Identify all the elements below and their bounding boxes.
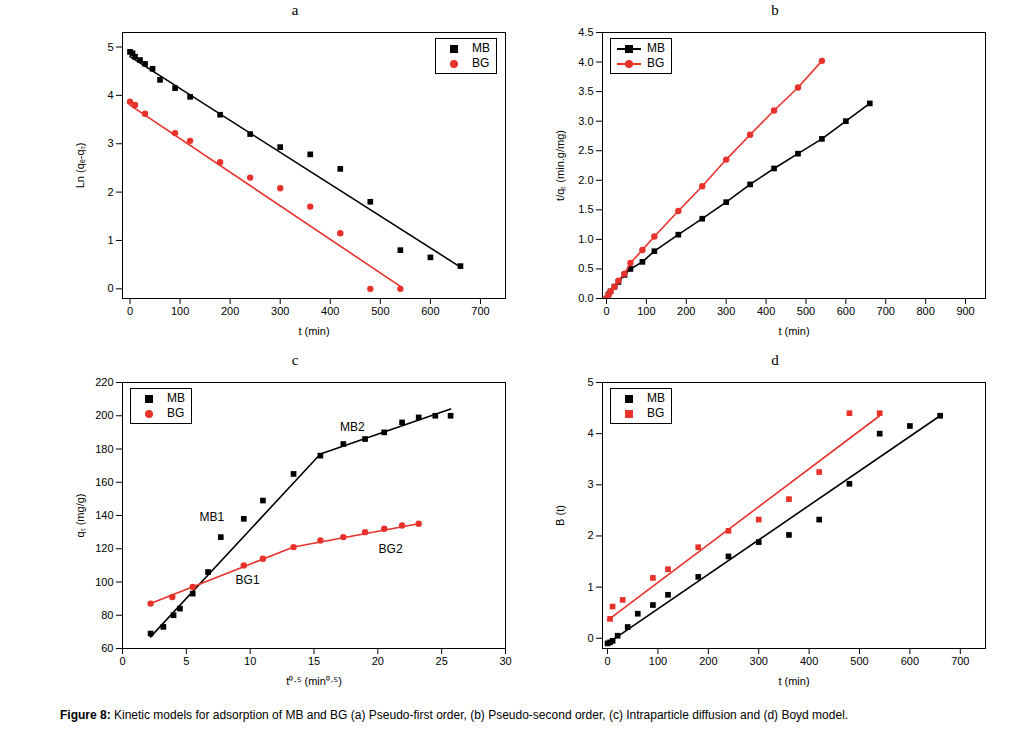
svg-text:2: 2 [107,186,113,198]
svg-text:800: 800 [916,305,934,317]
svg-text:25: 25 [436,655,448,667]
svg-text:2.0: 2.0 [578,174,593,186]
svg-text:600: 600 [421,305,439,317]
svg-text:700: 700 [877,305,895,317]
svg-text:qₜ (mg/g): qₜ (mg/g) [74,494,86,538]
svg-text:15: 15 [308,655,320,667]
svg-text:60: 60 [101,642,113,654]
svg-text:500: 500 [797,305,815,317]
svg-text:600: 600 [901,655,919,667]
svg-text:140: 140 [95,509,113,521]
svg-text:200: 200 [677,305,695,317]
svg-text:700: 700 [951,655,969,667]
svg-text:4: 4 [107,89,113,101]
svg-text:1.5: 1.5 [578,203,593,215]
svg-text:100: 100 [637,305,655,317]
html-text:a: a [291,2,299,18]
svg-text:0: 0 [587,632,593,644]
svg-text:100: 100 [95,576,113,588]
html-text:Figure 8: Kinetic models for a: Figure 8: Kinetic models for adsorption … [60,708,849,722]
svg-text:600: 600 [837,305,855,317]
svg-text:10: 10 [244,655,256,667]
svg-text:t (min): t (min) [298,325,329,337]
svg-text:200: 200 [221,305,239,317]
svg-text:300: 300 [750,655,768,667]
html-text:BG: BG [647,56,665,70]
svg-text:900: 900 [956,305,974,317]
svg-text:5: 5 [107,41,113,53]
svg-text:200: 200 [95,409,113,421]
html-text:BG: BG [472,56,490,70]
svg-text:100: 100 [171,305,189,317]
svg-text:220: 220 [95,376,113,388]
svg-text:4.5: 4.5 [578,26,593,38]
svg-text:160: 160 [95,476,113,488]
svg-text:BG1: BG1 [236,573,260,587]
html-text:MB: MB [647,391,665,405]
svg-text:0: 0 [127,305,133,317]
html-text:b: b [771,2,779,18]
svg-text:1.0: 1.0 [578,233,593,245]
html-text:BG: BG [647,406,665,420]
svg-text:0: 0 [604,655,610,667]
svg-text:2: 2 [587,529,593,541]
svg-text:3.5: 3.5 [578,85,593,97]
svg-text:5: 5 [183,655,189,667]
html-text:c: c [291,352,299,368]
svg-text:3: 3 [587,478,593,490]
svg-text:0: 0 [107,282,113,294]
svg-text:80: 80 [101,609,113,621]
svg-text:1: 1 [587,581,593,593]
svg-text:300: 300 [717,305,735,317]
svg-text:3: 3 [107,137,113,149]
svg-text:B (t): B (t) [554,505,566,526]
svg-text:MB2: MB2 [340,420,365,434]
svg-text:200: 200 [699,655,717,667]
html-text:MB: MB [647,41,665,55]
svg-text:400: 400 [321,305,339,317]
svg-text:0: 0 [119,655,125,667]
svg-text:500: 500 [850,655,868,667]
svg-text:t⁰·⁵ (min⁰·⁵): t⁰·⁵ (min⁰·⁵) [286,675,342,687]
svg-text:0: 0 [603,305,609,317]
svg-text:1: 1 [107,234,113,246]
svg-text:700: 700 [471,305,489,317]
html-text:MB: MB [167,391,185,405]
html-text:BG: BG [167,406,185,420]
svg-text:120: 120 [95,542,113,554]
svg-text:180: 180 [95,443,113,455]
svg-text:Ln (qₑ-qₜ): Ln (qₑ-qₜ) [74,143,86,189]
svg-text:4: 4 [587,427,593,439]
html-text:d: d [771,352,779,368]
svg-text:2.5: 2.5 [578,144,593,156]
svg-text:MB1: MB1 [200,510,225,524]
svg-text:0.0: 0.0 [578,292,593,304]
svg-text:3.0: 3.0 [578,115,593,127]
svg-text:400: 400 [757,305,775,317]
svg-text:500: 500 [371,305,389,317]
svg-text:30: 30 [499,655,511,667]
svg-text:t (min): t (min) [778,325,809,337]
svg-text:20: 20 [372,655,384,667]
svg-text:BG2: BG2 [379,542,403,556]
html-text:MB: MB [472,41,490,55]
svg-text:4.0: 4.0 [578,56,593,68]
svg-text:5: 5 [587,376,593,388]
svg-text:400: 400 [800,655,818,667]
svg-text:100: 100 [649,655,667,667]
svg-text:t (min): t (min) [778,675,809,687]
svg-text:0.5: 0.5 [578,262,593,274]
svg-text:t/qₜ (min.g/mg): t/qₜ (min.g/mg) [554,130,566,201]
svg-text:300: 300 [271,305,289,317]
